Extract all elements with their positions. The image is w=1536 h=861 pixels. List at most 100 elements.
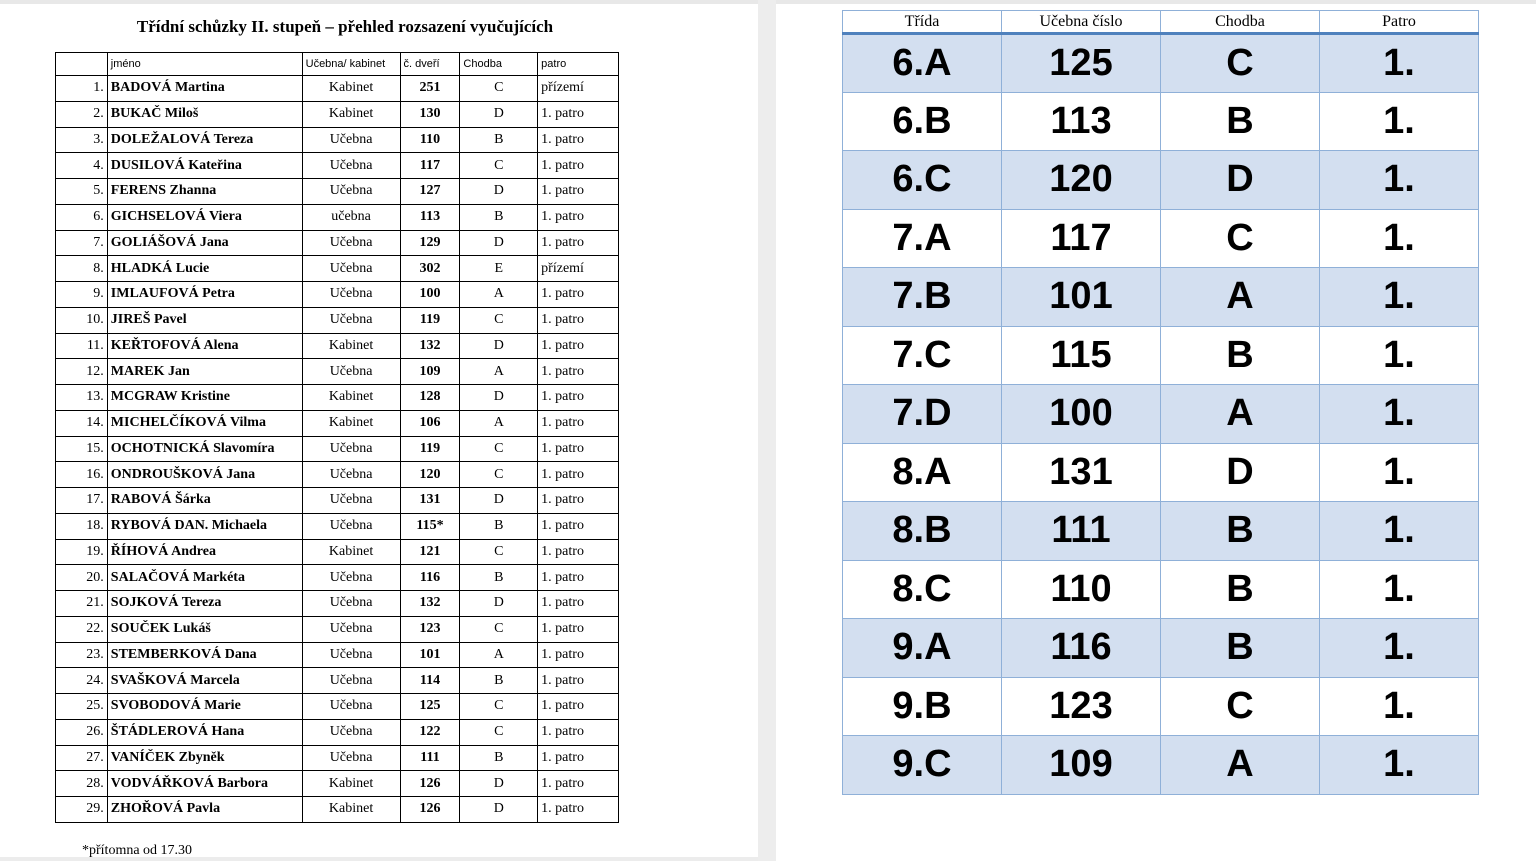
door-number: 110 bbox=[399, 126, 461, 154]
corridor: C bbox=[459, 435, 539, 463]
room-type: Učebna bbox=[301, 435, 401, 463]
room-type: Kabinet bbox=[301, 409, 401, 437]
teacher-name: ZHOŘOVÁ Pavla bbox=[106, 796, 303, 823]
classroom-cell: 100 bbox=[1001, 384, 1161, 444]
corridor: A bbox=[459, 358, 539, 385]
corridor: B bbox=[459, 744, 539, 772]
row-number: 10. bbox=[55, 306, 108, 334]
floor: 1. patro bbox=[537, 435, 619, 463]
class-cell: 6.B bbox=[842, 91, 1002, 151]
table-row: 20. SALAČOVÁ Markéta Učebna 116 B 1. patro bbox=[55, 564, 619, 591]
header-cell: Patro bbox=[1319, 10, 1479, 35]
room-type: Učebna bbox=[301, 229, 401, 257]
door-number: 128 bbox=[399, 384, 461, 411]
floor: 1. patro bbox=[537, 744, 619, 772]
door-number: 113 bbox=[399, 203, 461, 231]
door-number: 251 bbox=[399, 75, 461, 102]
teacher-name: SOJKOVÁ Tereza bbox=[106, 590, 303, 617]
teacher-name: SALAČOVÁ Markéta bbox=[106, 564, 303, 591]
room-type: Učebna bbox=[301, 564, 401, 591]
table-row: 14. MICHELČÍKOVÁ Vilma Kabinet 106 A 1. patro bbox=[55, 409, 619, 437]
table-row: 6. GICHSELOVÁ Viera učebna 113 B 1. patro bbox=[55, 203, 619, 231]
table-row: 8.B 111 B 1. bbox=[842, 501, 1479, 561]
floor-cell: 1. bbox=[1319, 91, 1479, 151]
floor: 1. patro bbox=[537, 229, 619, 257]
class-cell: 8.A bbox=[842, 442, 1002, 502]
teacher-name: DOLEŽALOVÁ Tereza bbox=[106, 126, 303, 154]
table-row: 9. IMLAUFOVÁ Petra Učebna 100 A 1. patro bbox=[55, 281, 619, 308]
corridor: B bbox=[459, 126, 539, 154]
door-number: 125 bbox=[399, 693, 461, 720]
floor-cell: 1. bbox=[1319, 735, 1479, 795]
door-number: 132 bbox=[399, 332, 461, 360]
floor: 1. patro bbox=[537, 641, 619, 669]
header-cell: Chodba bbox=[1160, 10, 1320, 35]
classroom-cell: 109 bbox=[1001, 735, 1161, 795]
row-number: 14. bbox=[55, 409, 108, 437]
corridor: D bbox=[459, 796, 539, 823]
row-number: 29. bbox=[55, 796, 108, 823]
teacher-name: MCGRAW Kristine bbox=[106, 384, 303, 411]
row-number: 20. bbox=[55, 564, 108, 591]
floor: 1. patro bbox=[537, 564, 619, 591]
table-row: 24. SVAŠKOVÁ Marcela Učebna 114 B 1. patro bbox=[55, 667, 619, 694]
floor: 1. patro bbox=[537, 461, 619, 488]
row-number: 19. bbox=[55, 538, 108, 566]
door-number: 120 bbox=[399, 461, 461, 488]
floor: 1. patro bbox=[537, 358, 619, 385]
door-number: 121 bbox=[399, 538, 461, 566]
row-number: 17. bbox=[55, 487, 108, 514]
corridor: C bbox=[459, 306, 539, 334]
room-type: Učebna bbox=[301, 461, 401, 488]
corridor-cell: C bbox=[1160, 208, 1320, 268]
corridor-cell: B bbox=[1160, 501, 1320, 561]
floor: 1. patro bbox=[537, 770, 619, 797]
row-number: 4. bbox=[55, 152, 108, 179]
header-floor: patro bbox=[537, 52, 619, 76]
row-number: 6. bbox=[55, 203, 108, 231]
corridor: B bbox=[459, 203, 539, 231]
floor: 1. patro bbox=[537, 332, 619, 360]
table-header: jméno Učebna/ kabinet č. dveří Chodba patro bbox=[55, 52, 619, 76]
corridor-cell: A bbox=[1160, 735, 1320, 795]
corridor: C bbox=[459, 718, 539, 746]
header-corridor: Chodba bbox=[459, 52, 539, 76]
table-row: 21. SOJKOVÁ Tereza Učebna 132 D 1. patro bbox=[55, 590, 619, 617]
table-row: 18. RYBOVÁ DAN. Michaela Učebna 115* B 1. pat… bbox=[55, 512, 619, 540]
floor-cell: 1. bbox=[1319, 208, 1479, 268]
row-number: 27. bbox=[55, 744, 108, 772]
floor: 1. patro bbox=[537, 796, 619, 823]
table-row: 13. MCGRAW Kristine Kabinet 128 D 1. patro bbox=[55, 384, 619, 411]
table-row: 27. VANÍČEK Zbyněk Učebna 111 B 1. patro bbox=[55, 744, 619, 772]
table-row: 10. JIREŠ Pavel Učebna 119 C 1. patro bbox=[55, 306, 619, 334]
row-number: 16. bbox=[55, 461, 108, 488]
corridor: E bbox=[459, 255, 539, 282]
table-row: 9.C 109 A 1. bbox=[842, 735, 1479, 795]
floor-cell: 1. bbox=[1319, 325, 1479, 385]
bottom-bar bbox=[0, 857, 758, 861]
table-row: 7.D 100 A 1. bbox=[842, 384, 1479, 444]
footnote: *přítomna od 17.30 bbox=[82, 843, 193, 858]
header-cell: Třída bbox=[842, 10, 1002, 35]
class-cell: 9.B bbox=[842, 676, 1002, 736]
corridor: C bbox=[459, 75, 539, 102]
corridor: D bbox=[459, 100, 539, 128]
door-number: 119 bbox=[399, 435, 461, 463]
teacher-name: SOUČEK Lukáš bbox=[106, 615, 303, 643]
teacher-name: BADOVÁ Martina bbox=[106, 75, 303, 102]
row-number: 23. bbox=[55, 641, 108, 669]
table-row: 26. ŠTÁDLEROVÁ Hana Učebna 122 C 1. patro bbox=[55, 718, 619, 746]
table-row: 23. STEMBERKOVÁ Dana Učebna 101 A 1. patro bbox=[55, 641, 619, 669]
table-row: 5. FERENS Zhanna Učebna 127 D 1. patro bbox=[55, 178, 619, 205]
row-number: 13. bbox=[55, 384, 108, 411]
corridor-cell: B bbox=[1160, 91, 1320, 151]
room-type: Učebna bbox=[301, 615, 401, 643]
class-cell: 8.C bbox=[842, 559, 1002, 619]
room-type: Učebna bbox=[301, 641, 401, 669]
table-row: 3. DOLEŽALOVÁ Tereza Učebna 110 B 1. patro bbox=[55, 126, 619, 154]
floor: 1. patro bbox=[537, 409, 619, 437]
corridor: A bbox=[459, 641, 539, 669]
row-number: 15. bbox=[55, 435, 108, 463]
